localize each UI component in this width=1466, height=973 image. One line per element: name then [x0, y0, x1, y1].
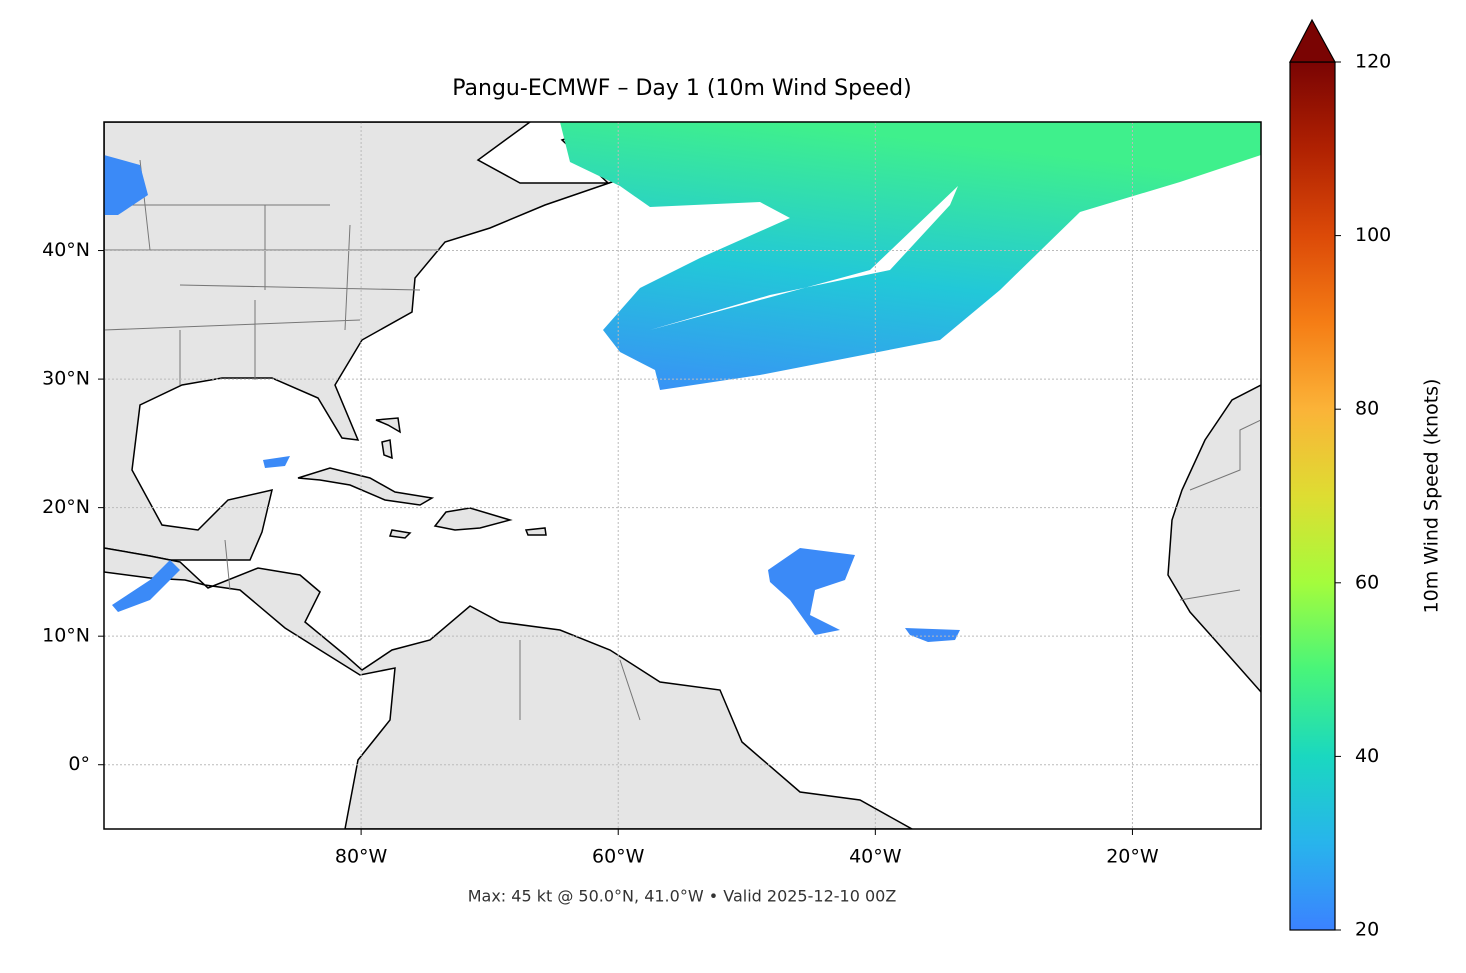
colorbar	[1289, 61, 1336, 931]
colorbar-tick-label: 120	[1355, 51, 1391, 73]
y-tick-label: 0°	[68, 753, 90, 775]
colorbar-tick-label: 100	[1355, 224, 1391, 246]
y-tick-label: 30°N	[42, 368, 90, 390]
land	[104, 122, 1261, 829]
axes: 80°W 60°W 40°W 20°W 0° 10°N 20°N 30°N 40°N 20 40 60…	[42, 51, 1391, 941]
colorbar-tick-label: 60	[1355, 571, 1379, 593]
colorbar-extend	[1289, 18, 1337, 63]
borders	[104, 159, 1261, 721]
colorbar-tick-label: 40	[1355, 745, 1379, 767]
y-tick-label: 10°N	[42, 625, 90, 647]
x-tick-label: 20°W	[1106, 846, 1159, 868]
map-area	[104, 122, 1261, 829]
colorbar-tick-label: 80	[1355, 398, 1379, 420]
wind-field	[104, 122, 1261, 642]
y-tick-label: 40°N	[42, 239, 90, 261]
subtitle: Max: 45 kt @ 50.0°N, 41.0°W • Valid 2025…	[468, 887, 897, 906]
colorbar-label: 10m Wind Speed (knots)	[1421, 379, 1443, 614]
colorbar-tick-label: 20	[1355, 919, 1379, 941]
plot-frame	[103, 121, 1262, 830]
chart-title: Pangu-ECMWF – Day 1 (10m Wind Speed)	[452, 76, 911, 101]
x-tick-label: 40°W	[849, 846, 902, 868]
y-tick-label: 20°N	[42, 496, 90, 518]
x-tick-label: 80°W	[335, 846, 388, 868]
x-tick-label: 60°W	[592, 846, 645, 868]
